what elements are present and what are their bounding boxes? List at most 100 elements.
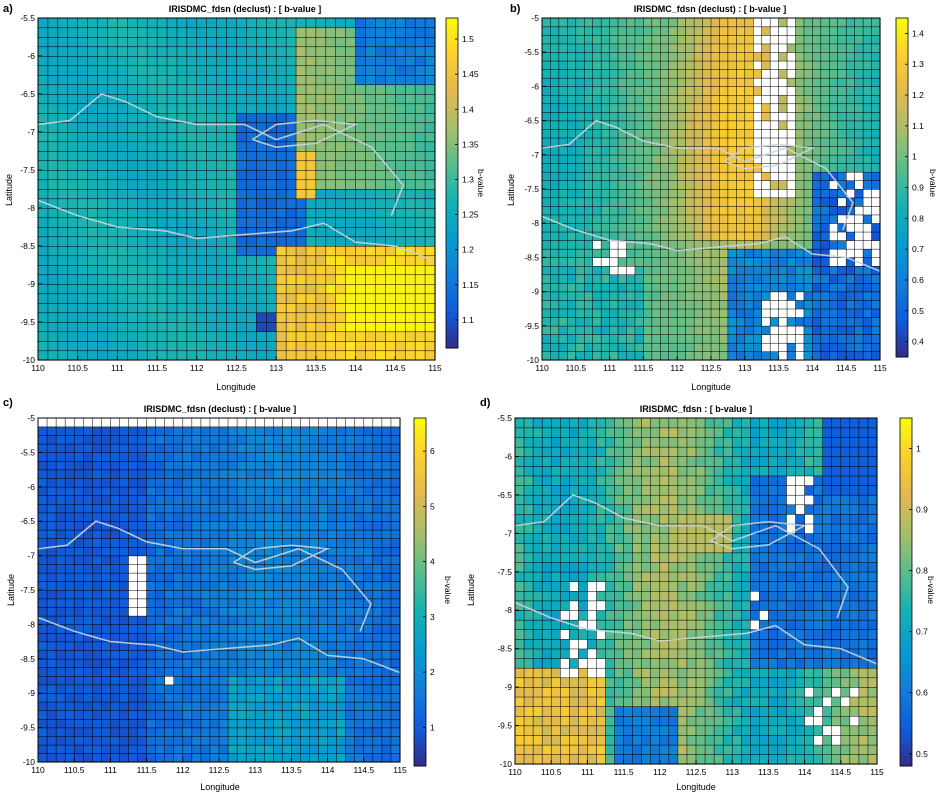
heatmap-cell [335, 245, 347, 257]
heatmap-cell [92, 477, 102, 488]
heatmap-cell [668, 180, 678, 190]
heatmap-cell [218, 495, 229, 505]
heatmap-cell [273, 753, 283, 763]
heatmap-cell [46, 658, 57, 668]
colorbar-step [446, 275, 458, 282]
heatmap-cell [236, 255, 247, 266]
heatmap-cell [702, 111, 712, 122]
x-tick-label: 111.5 [137, 765, 157, 775]
heatmap-cell [609, 334, 619, 344]
heatmap-cell [541, 334, 551, 344]
heatmap-cell [236, 141, 247, 152]
heatmap-cell [173, 667, 184, 677]
heatmap-cell [634, 351, 644, 361]
heatmap-cell [92, 727, 102, 737]
heatmap-cell [575, 342, 585, 352]
heatmap-cell [127, 179, 138, 190]
y-tick-label: -6.5 [20, 516, 35, 526]
heatmap-cell [57, 17, 69, 29]
heatmap-cell [702, 103, 712, 113]
heatmap-cell [812, 342, 822, 352]
heatmap-cell [375, 264, 386, 276]
heatmap-cell [57, 274, 69, 285]
heatmap-cell [854, 86, 864, 96]
heatmap-cell [558, 248, 568, 258]
heatmap-cell [617, 222, 628, 233]
heatmap-cell [176, 65, 188, 76]
heatmap-cell [137, 744, 148, 754]
heatmap-cell [325, 236, 337, 247]
heatmap-cell [541, 282, 551, 293]
colorbar-step [896, 229, 908, 236]
heatmap-cell [685, 351, 695, 361]
heatmap-cell [55, 512, 66, 522]
heatmap-cell [567, 128, 577, 139]
heatmap-cell [196, 302, 208, 314]
heatmap-cell [336, 701, 347, 711]
heatmap-cell [736, 34, 746, 45]
heatmap-cell [609, 60, 619, 70]
heatmap-cell [46, 598, 57, 608]
empty-cell [769, 94, 780, 105]
heatmap-cell [395, 150, 406, 162]
heatmap-cell [336, 658, 347, 668]
heatmap-cell [216, 131, 228, 143]
heatmap-cell [820, 146, 830, 156]
heatmap-cell [256, 245, 267, 257]
heatmap-cell [668, 103, 678, 113]
heatmap-cell [245, 452, 256, 462]
heatmap-cell [156, 141, 168, 152]
y-tick-label: -5 [27, 413, 35, 423]
empty-cell [200, 417, 211, 428]
heatmap-cell [196, 217, 208, 228]
heatmap-cell [390, 555, 401, 565]
heatmap-cell [660, 146, 670, 156]
heatmap-cell [390, 718, 401, 729]
heatmap-cell [236, 606, 247, 617]
heatmap-cell [327, 649, 338, 660]
heatmap-cell [101, 606, 111, 617]
heatmap-cell [55, 503, 66, 514]
heatmap-cell [57, 236, 69, 247]
heatmap-cell [209, 710, 220, 720]
heatmap-cell [155, 744, 166, 754]
empty-cell [128, 589, 139, 600]
heatmap-cell [584, 265, 594, 276]
heatmap-cell [354, 710, 365, 720]
heatmap-cell [803, 265, 813, 276]
heatmap-cell [693, 77, 704, 87]
heatmap-cell [550, 180, 560, 190]
colorbar-step [414, 738, 426, 745]
heatmap-cell [719, 205, 729, 216]
heatmap-cell [354, 641, 365, 651]
y-tick-label: -6.5 [20, 89, 35, 99]
heatmap-cell [567, 334, 577, 344]
heatmap-cell [558, 240, 568, 250]
heatmap-cell [617, 188, 628, 199]
heatmap-cell [206, 274, 218, 285]
heatmap-cell [77, 312, 89, 323]
heatmap-cell [92, 563, 102, 574]
heatmap-cell [365, 350, 376, 361]
heatmap-cell [264, 684, 274, 694]
heatmap-cell [83, 486, 93, 496]
heatmap-cell [246, 160, 257, 171]
heatmap-cell [47, 245, 59, 257]
heatmap-cell [57, 188, 69, 200]
heatmap-cell [146, 169, 158, 181]
heatmap-cell [845, 180, 856, 190]
heatmap-cell [753, 231, 763, 241]
heatmap-cell [218, 735, 229, 746]
heatmap-cell [372, 598, 383, 608]
colorbar-step [446, 198, 458, 205]
heatmap-cell [643, 94, 653, 105]
heatmap-cell [336, 572, 347, 582]
empty-cell [128, 555, 139, 565]
heatmap-cell [77, 350, 89, 361]
panel-b: 110 110.5 111 111.5 112 112.5 113 113.5 114 114.5… [506, 3, 938, 392]
heatmap-cell [83, 563, 93, 574]
heatmap-cell [227, 477, 238, 488]
heatmap-cell [119, 434, 130, 445]
heatmap-cell [575, 86, 585, 96]
heatmap-cell [584, 351, 594, 361]
